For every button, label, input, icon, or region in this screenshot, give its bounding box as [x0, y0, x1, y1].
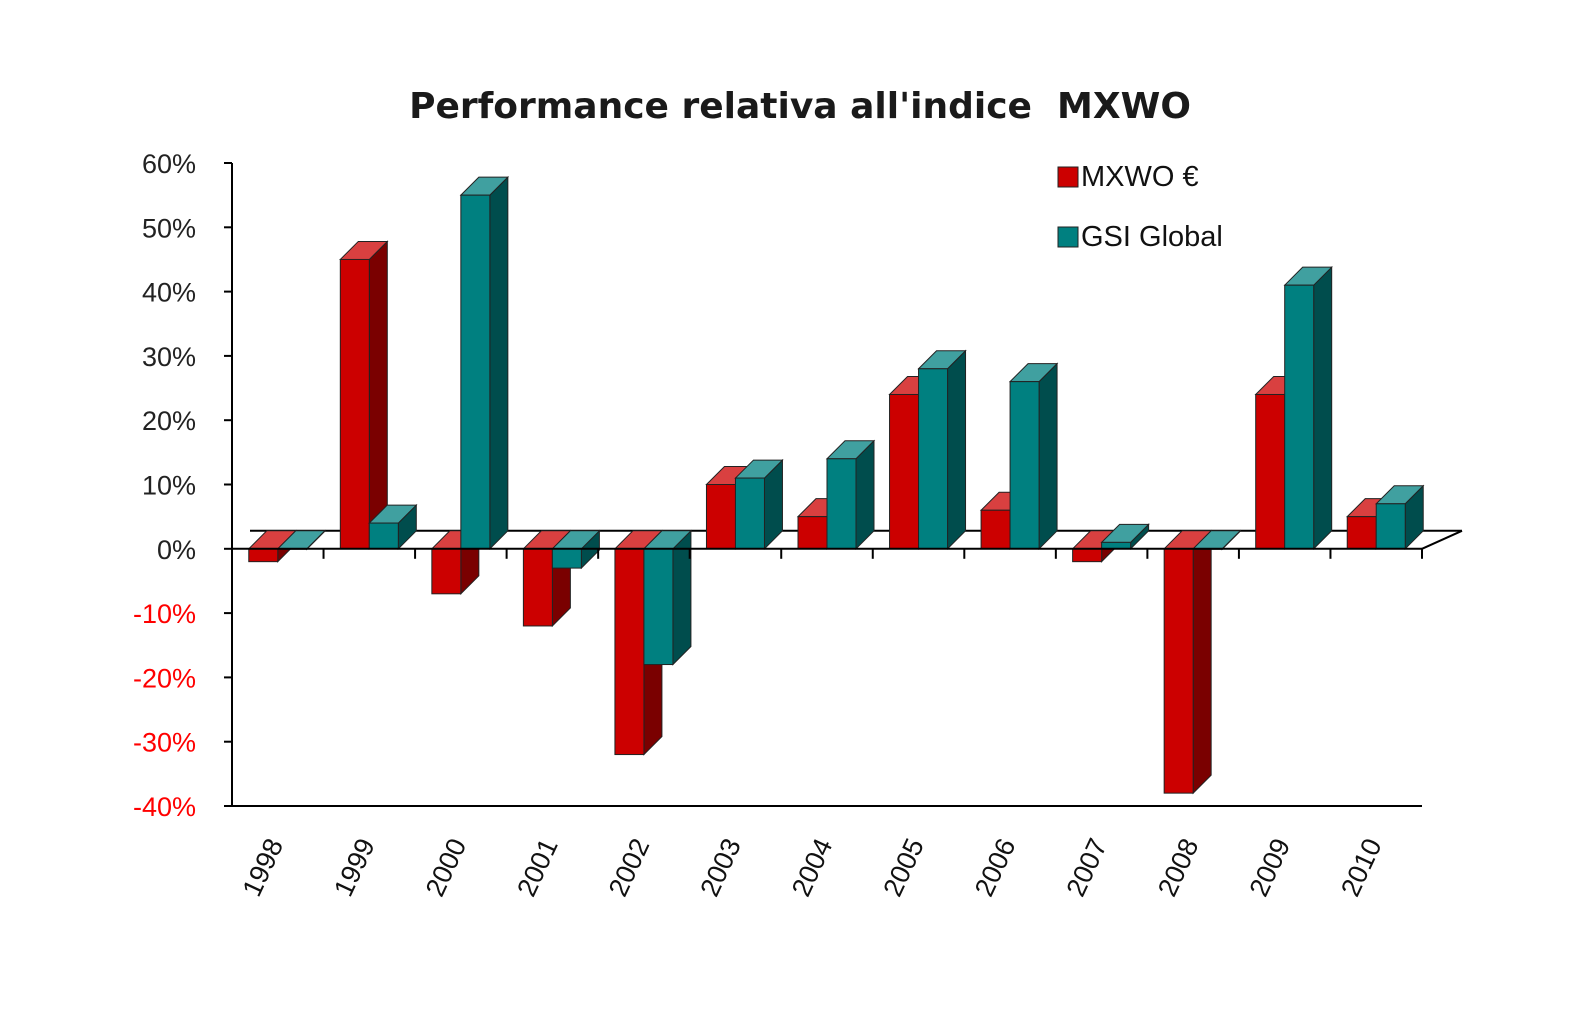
zero-line-depth — [1421, 529, 1463, 550]
bar-gsi-global-2010 — [1375, 484, 1425, 551]
y-tick-label: -10% — [133, 599, 196, 629]
y-tick-label: -30% — [133, 728, 196, 758]
bars-layer — [247, 175, 1425, 795]
x-tick-labels: 1998 1999 2000 2001 2002 2003 2004 2005 2006 2007… — [237, 834, 1388, 901]
legend-swatch — [1057, 226, 1079, 248]
x-tick-label: 2000 — [420, 834, 473, 901]
bar-gsi-global-2003 — [734, 458, 784, 551]
y-tick-labels: 60% 50% 40% 30% 20% 10% 0% -10% -20% -30% -40% — [133, 149, 196, 822]
bar-gsi-global-2004 — [825, 439, 876, 551]
bar-gsi-global-1999 — [368, 503, 418, 551]
bar-gsi-global-2005 — [917, 349, 967, 551]
bar-gsi-global-2009 — [1283, 265, 1333, 551]
bar-gsi-global-2006 — [1008, 362, 1059, 551]
x-tick-label: 2007 — [1060, 834, 1113, 901]
y-tick-label: 20% — [142, 406, 196, 436]
y-tick-label: 30% — [142, 342, 196, 372]
legend: MXWO € GSI Global — [1057, 161, 1223, 253]
y-tick-label: 50% — [142, 213, 196, 243]
y-tick-label: 0% — [157, 535, 196, 565]
bar-gsi-global-2007 — [1100, 523, 1150, 551]
legend-swatch — [1057, 166, 1079, 188]
x-tick-label: 2006 — [969, 834, 1022, 901]
bar-gsi-global-2000 — [459, 175, 510, 551]
bar-mxwo--1999 — [339, 240, 389, 551]
y-tick-label: 60% — [142, 149, 196, 179]
x-tick-label: 2009 — [1244, 834, 1297, 901]
x-tick-label: 2005 — [877, 834, 930, 901]
x-tick-label: 2004 — [786, 834, 839, 901]
x-tick-label: 2001 — [511, 834, 564, 901]
chart-title: Performance relativa all'indice MXWO — [409, 86, 1191, 127]
bar-gsi-global-2002 — [642, 529, 693, 666]
x-tick-label: 1999 — [328, 834, 381, 901]
x-tick-label: 2008 — [1152, 834, 1205, 901]
x-tick-label: 2002 — [603, 834, 656, 901]
bar-mxwo--2008 — [1162, 529, 1213, 795]
axes-layer — [224, 162, 1463, 807]
x-tick-label: 1998 — [237, 834, 290, 901]
y-tick-label: 10% — [142, 471, 196, 501]
y-tick-label: -40% — [133, 792, 196, 822]
y-tick-label: 40% — [142, 278, 196, 308]
legend-label: MXWO € — [1081, 161, 1199, 193]
x-tick-label: 2010 — [1335, 834, 1388, 901]
legend-label: GSI Global — [1081, 221, 1223, 253]
x-tick-label: 2003 — [694, 834, 747, 901]
y-tick-label: -20% — [133, 663, 196, 693]
